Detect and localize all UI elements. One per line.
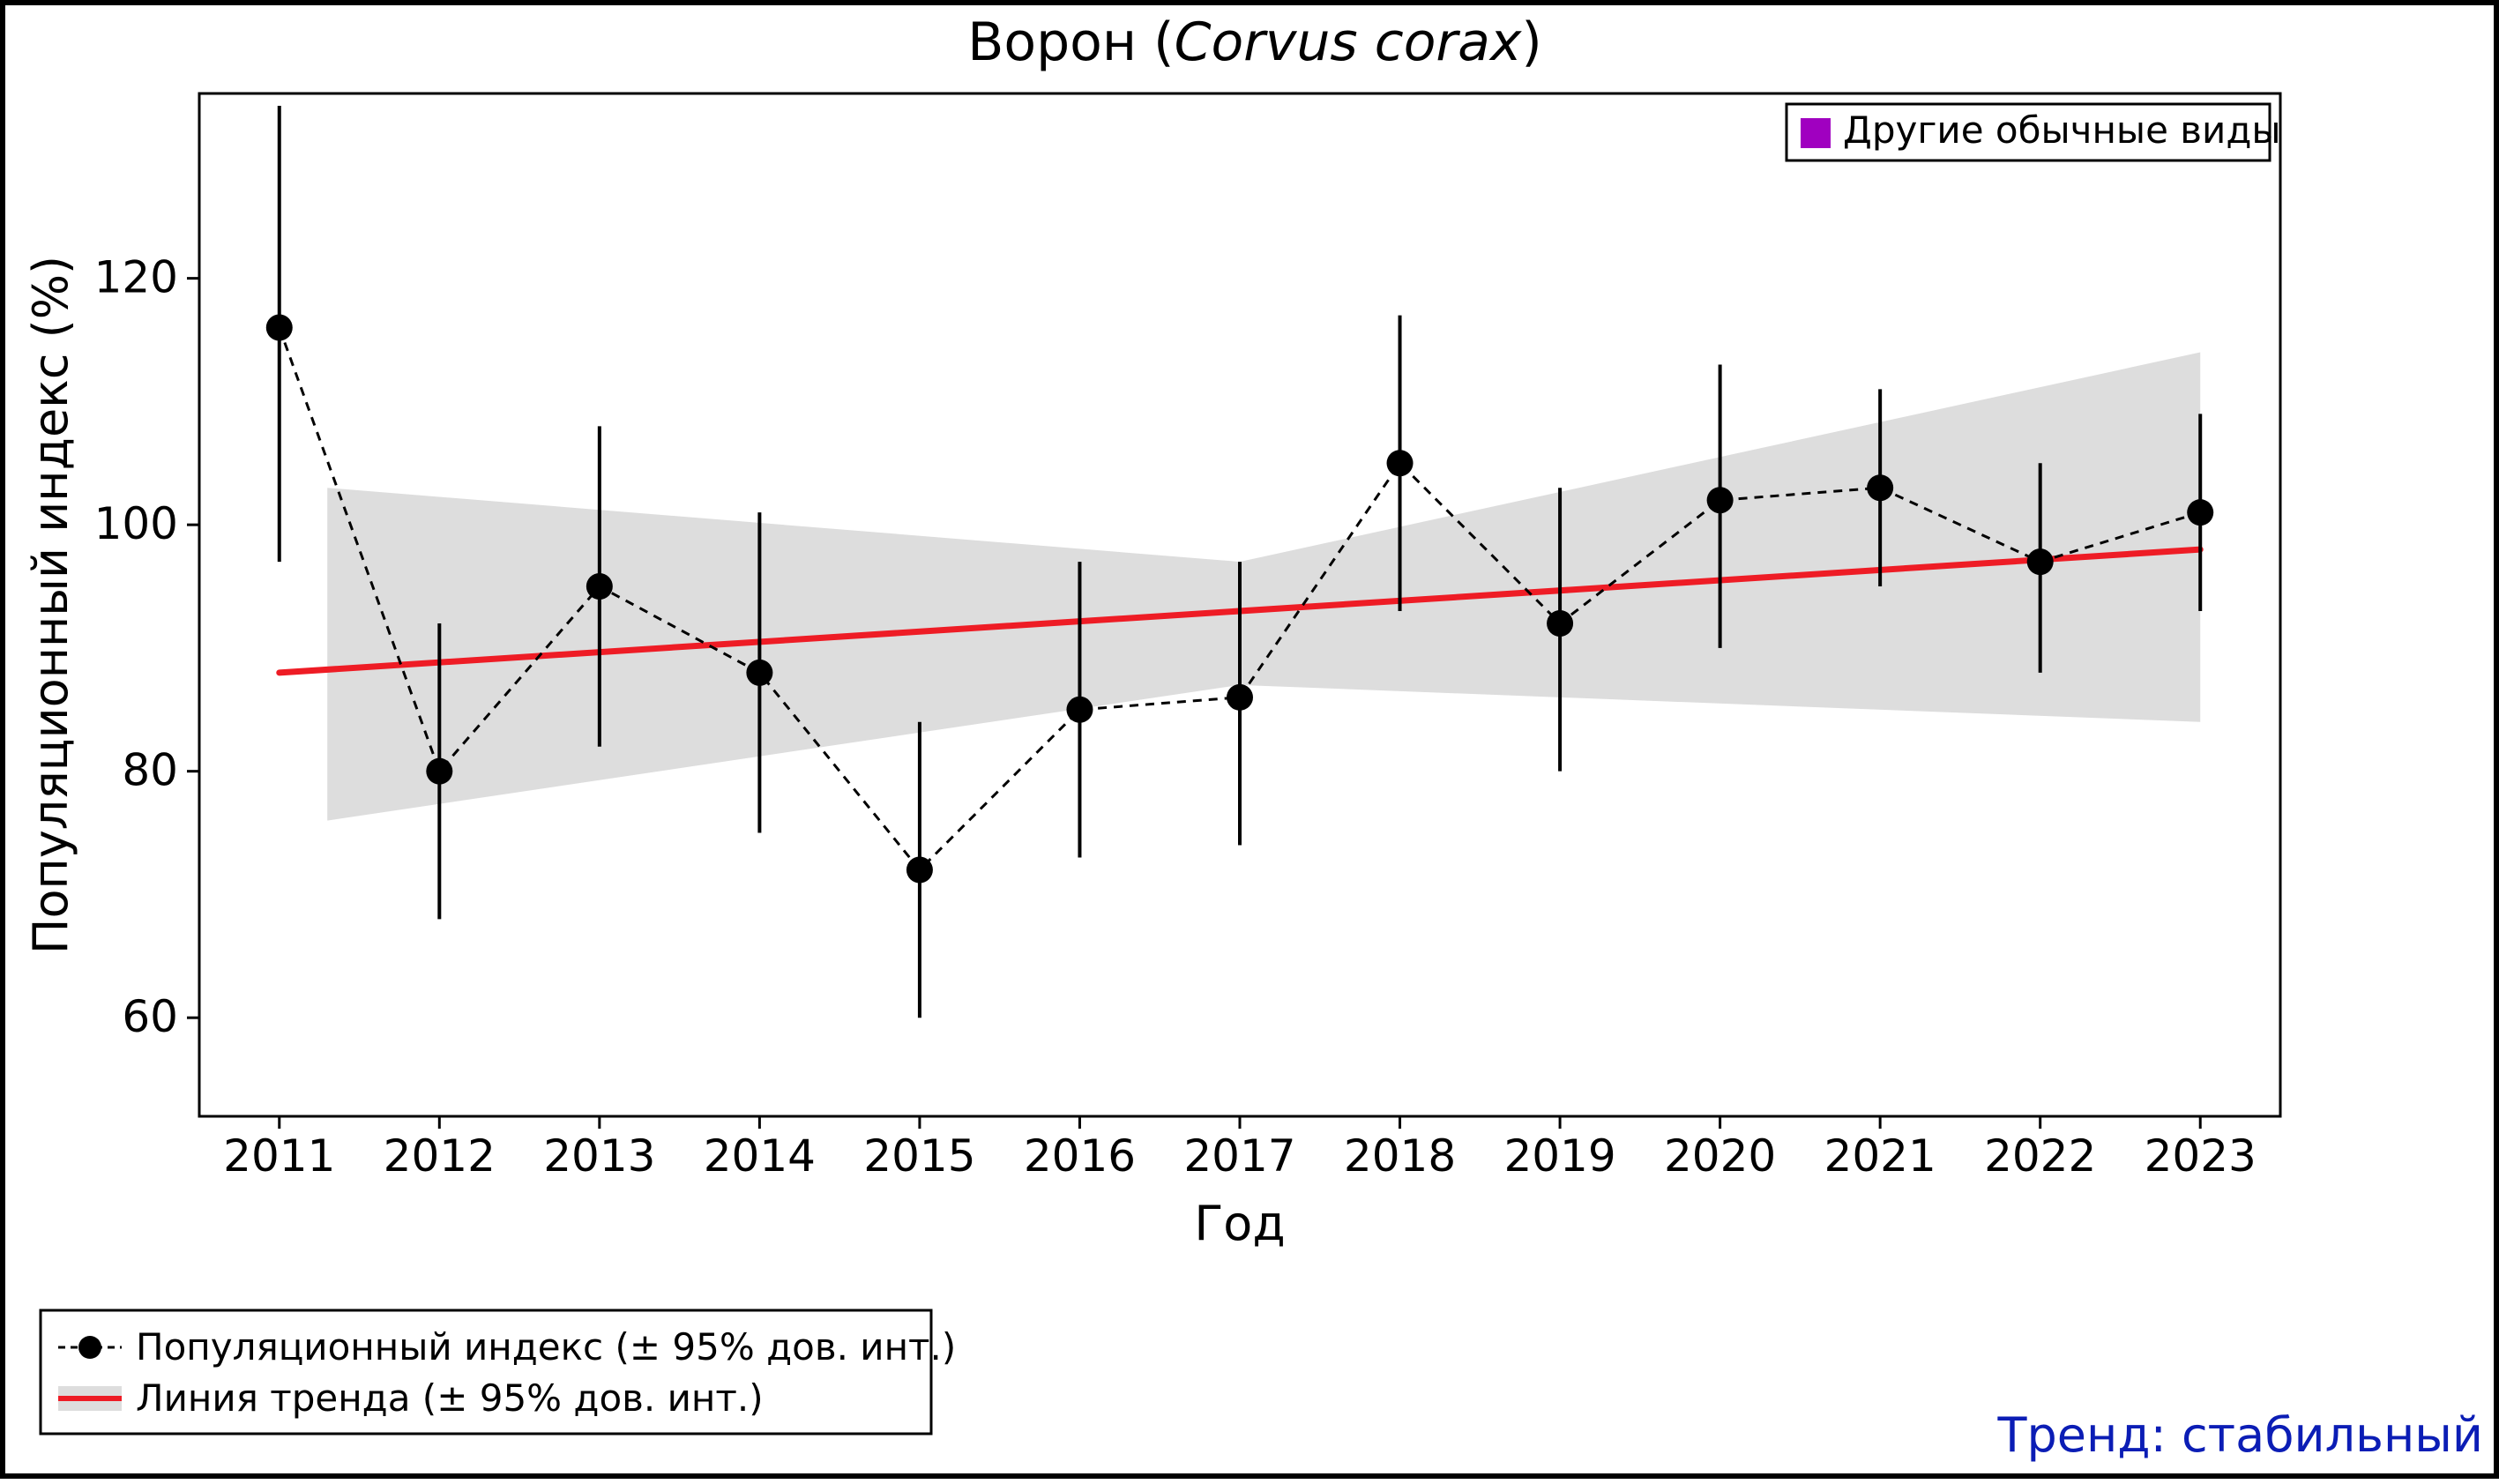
chart-title: Ворон (Corvus corax) [967,11,1542,73]
legend-item1-label: Популяционный индекс (± 95% дов. инт.) [136,1325,956,1368]
chart-container: Ворон (Corvus corax) 60 80 100 120 2011 2012 20… [0,0,2499,1479]
chart-svg: Ворон (Corvus corax) 60 80 100 120 2011 2012 20… [5,5,2499,1484]
x-tick-label: 2020 [1664,1130,1776,1182]
legend-top-swatch [1801,118,1831,148]
x-tick-label: 2019 [1503,1130,1615,1182]
data-point [2187,499,2213,526]
data-point [906,856,933,883]
x-tick-label: 2023 [2145,1130,2257,1182]
legend-top-label: Другие обычные виды [1843,108,2281,152]
x-tick-label: 2014 [704,1130,816,1182]
data-point [1867,474,1893,501]
x-tick-label: 2015 [863,1130,975,1182]
x-tick-label: 2011 [223,1130,335,1182]
legend-item2-label: Линия тренда (± 95% дов. инт.) [136,1376,764,1420]
x-tick-label: 2022 [1984,1130,2096,1182]
x-axis-label: Год [1194,1196,1285,1251]
trend-status-text: Тренд: стабильный [1997,1407,2484,1463]
data-point [426,758,452,785]
data-point [586,573,613,600]
data-point [1227,684,1253,711]
y-axis-label: Популяционный индекс (%) [23,256,78,954]
x-tick-label: 2013 [543,1130,655,1182]
x-tick-label: 2012 [384,1130,496,1182]
data-point [2027,548,2054,575]
x-tick-label: 2017 [1183,1130,1295,1182]
data-point [746,660,772,686]
x-tick-label: 2016 [1024,1130,1136,1182]
x-tick-label: 2018 [1344,1130,1456,1182]
data-point [1547,610,1573,637]
y-tick-label: 60 [122,991,178,1042]
data-point [1387,450,1414,476]
legend-item1-marker [78,1336,101,1359]
y-tick-label: 120 [94,252,178,303]
x-tick-label: 2021 [1824,1130,1936,1182]
data-point [1707,487,1734,513]
y-tick-label: 80 [122,745,178,796]
data-point [1066,697,1093,723]
data-point [266,315,293,341]
y-tick-label: 100 [94,498,178,549]
